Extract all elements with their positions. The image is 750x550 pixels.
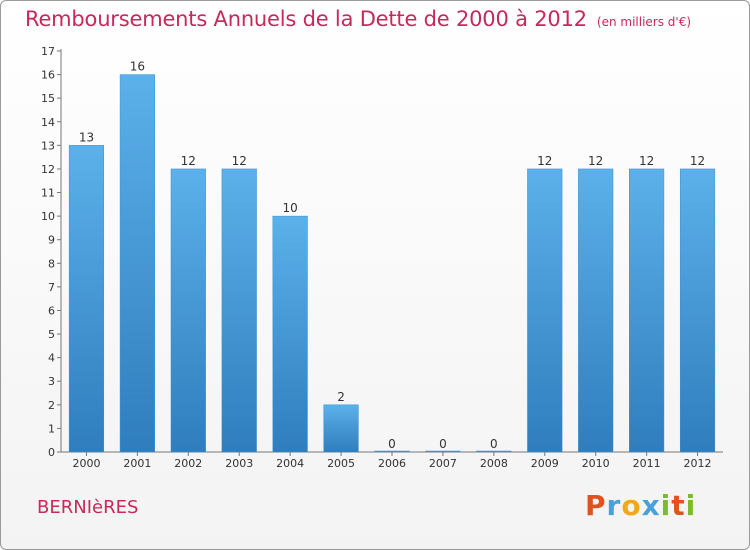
bar-2008 (476, 450, 512, 453)
bar-2009 (527, 168, 563, 453)
bar-2011 (629, 168, 665, 453)
x-tick-label: 2000 (72, 457, 100, 470)
data-label: 12 (537, 154, 552, 168)
y-tick-label: 3 (48, 375, 55, 388)
x-tick-label: 2009 (531, 457, 559, 470)
bar-2004 (272, 215, 308, 453)
x-tick-label: 2003 (225, 457, 253, 470)
data-label: 0 (388, 437, 396, 451)
y-tick-label: 9 (48, 234, 55, 247)
title-text: Remboursements Annuels de la Dette de 20… (25, 7, 587, 31)
chart-title: Remboursements Annuels de la Dette de 20… (25, 7, 691, 31)
logo-letter-r: r (606, 489, 622, 522)
data-label: 0 (439, 437, 447, 451)
y-tick-label: 14 (41, 116, 55, 129)
bar-2006 (374, 450, 410, 453)
bar-2005 (323, 404, 359, 453)
y-tick-label: 2 (48, 399, 55, 412)
y-tick-label: 16 (41, 69, 55, 82)
logo-letter-o: o (621, 489, 642, 522)
x-tick-label: 2005 (327, 457, 355, 470)
logo-letter-t: t (671, 489, 686, 522)
data-label: 13 (79, 130, 94, 144)
bar-2012 (679, 168, 716, 453)
y-tick-label: 13 (41, 139, 55, 152)
bar-2002 (170, 168, 206, 453)
x-tick-label: 2006 (378, 457, 406, 470)
y-tick-label: 5 (48, 328, 55, 341)
y-tick-label: 0 (48, 446, 55, 459)
logo-letter-x: x (641, 489, 661, 522)
y-tick-label: 15 (41, 92, 55, 105)
data-label: 12 (690, 154, 705, 168)
y-tick-label: 17 (41, 45, 55, 58)
proxiti-logo: Proxiti (585, 489, 696, 522)
y-tick-label: 6 (48, 304, 55, 317)
logo-letter-p: P (585, 489, 607, 522)
x-tick-label: 2010 (582, 457, 610, 470)
data-label: 2 (337, 390, 345, 404)
data-label: 16 (130, 60, 145, 74)
y-tick-label: 1 (48, 422, 55, 435)
x-tick-label: 2001 (123, 457, 151, 470)
x-tick-label: 2004 (276, 457, 304, 470)
data-label: 12 (588, 154, 603, 168)
data-label: 12 (639, 154, 654, 168)
logo-letter-i2: i (685, 489, 697, 522)
bar-2007 (425, 450, 461, 453)
y-tick-label: 11 (41, 187, 55, 200)
town-name: BERNIèRES (37, 497, 139, 518)
x-tick-label: 2012 (684, 457, 712, 470)
x-tick-label: 2007 (429, 457, 457, 470)
bar-2010 (578, 168, 614, 453)
y-tick-label: 12 (41, 163, 55, 176)
data-label: 0 (490, 437, 498, 451)
y-tick-label: 8 (48, 257, 55, 270)
logo-letter-i: i (660, 489, 672, 522)
x-tick-label: 2002 (174, 457, 202, 470)
x-tick-label: 2008 (480, 457, 508, 470)
y-tick-label: 10 (41, 210, 55, 223)
data-label: 12 (181, 154, 196, 168)
bar-2000 (68, 145, 105, 453)
y-tick-label: 4 (48, 352, 55, 365)
x-tick-label: 2011 (633, 457, 661, 470)
data-label: 10 (283, 201, 298, 215)
bar-2003 (221, 168, 257, 453)
title-unit: (en milliers d'€) (596, 15, 692, 29)
bar-2001 (119, 74, 155, 453)
y-tick-label: 7 (48, 281, 55, 294)
data-label: 12 (232, 154, 247, 168)
